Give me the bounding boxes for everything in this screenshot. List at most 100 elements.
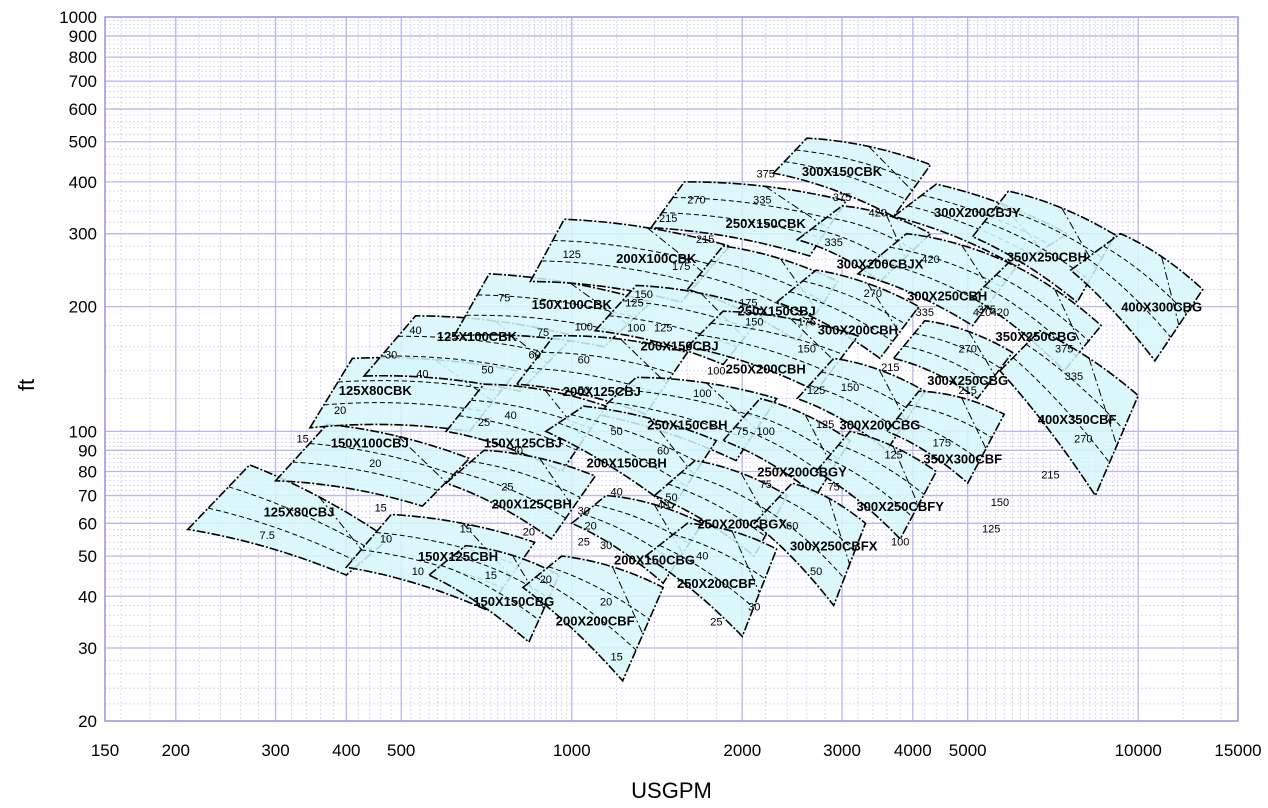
- impeller-size-label: 40: [696, 551, 708, 563]
- y-tick-label: 40: [78, 587, 97, 606]
- y-tick-label: 300: [69, 225, 97, 244]
- impeller-size-label: 10: [380, 533, 392, 545]
- region-outline: [892, 319, 1014, 400]
- impeller-curve: [659, 544, 754, 608]
- impeller-curve: [838, 444, 925, 495]
- impeller-size-label: 25: [710, 617, 722, 629]
- impeller-curve: [552, 239, 714, 266]
- region-outline: [775, 269, 921, 360]
- impeller-size-label: 15: [610, 651, 622, 663]
- model-label: 300X200CBH: [818, 323, 898, 338]
- y-tick-label: 80: [78, 463, 97, 482]
- impeller-curve: [673, 533, 766, 580]
- model-label: 350X250CBG: [996, 329, 1077, 344]
- impeller-size-label: 125: [654, 323, 672, 335]
- impeller-curve: [323, 402, 486, 412]
- impeller-curve: [381, 355, 538, 374]
- region-300x200cbh: [775, 269, 921, 360]
- efficiency-line: [790, 318, 838, 364]
- impeller-curve: [667, 483, 766, 537]
- region-200x100cbk: [528, 218, 732, 304]
- efficiency-line: [539, 457, 574, 508]
- impeller-size-label: 30: [511, 445, 523, 457]
- efficiency-line: [646, 227, 706, 275]
- region-outline: [444, 383, 608, 473]
- impeller-size-label: 20: [334, 405, 346, 417]
- impeller-curve: [441, 564, 540, 621]
- impeller-size-label: 50: [665, 492, 677, 504]
- impeller-size-label: 150: [635, 289, 653, 301]
- impeller-size-label: 40: [657, 500, 669, 512]
- impeller-size-label: 30: [600, 540, 612, 552]
- impeller-size-label: 125: [982, 524, 1000, 536]
- impeller-size-label: 375: [1055, 344, 1073, 356]
- impeller-curve: [582, 513, 677, 564]
- y-tick-label: 500: [69, 133, 97, 152]
- impeller-curve: [541, 260, 698, 285]
- impeller-size-label: 75: [498, 292, 510, 304]
- y-tick-label: 30: [78, 639, 97, 658]
- model-label: 300X200CBJX: [837, 257, 924, 272]
- efficiency-line: [620, 338, 667, 384]
- impeller-size-label: 10: [412, 566, 424, 578]
- impeller-size-label: 15: [460, 524, 472, 536]
- impeller-size-label: 50: [610, 426, 622, 438]
- y-axis-label: ft: [14, 379, 39, 391]
- impeller-size-label: 420: [973, 307, 991, 319]
- y-tick-label: 60: [78, 514, 97, 533]
- impeller-size-label: 375: [757, 168, 775, 180]
- model-label: 200X125CBH: [492, 496, 572, 511]
- impeller-size-label: 50: [810, 566, 822, 578]
- impeller-size-label: 30: [578, 506, 590, 518]
- impeller-curve: [699, 274, 811, 322]
- model-label: 150X100CBJ: [331, 436, 409, 451]
- impeller-size-label: 335: [753, 194, 771, 206]
- region-outline: [649, 181, 848, 257]
- region-outline: [644, 522, 778, 638]
- efficiency-line: [706, 382, 757, 430]
- region-outline: [273, 423, 471, 508]
- region-300x250cbfy: [814, 430, 938, 541]
- y-tick-label: 700: [69, 72, 97, 91]
- region-outline: [427, 544, 561, 644]
- x-tick-label: 400: [332, 741, 360, 760]
- model-label: 250X150CBH: [647, 417, 727, 432]
- region-350x250cbg: [971, 261, 1103, 373]
- y-tick-label: 800: [69, 48, 97, 67]
- impeller-size-label: 150: [841, 382, 859, 394]
- impeller-size-label: 50: [481, 364, 493, 376]
- x-tick-label: 150: [91, 741, 119, 760]
- region-outline: [521, 555, 665, 683]
- impeller-size-label: 125: [807, 385, 825, 397]
- impeller-size-label: 30: [748, 601, 760, 613]
- model-label: 200X100CBK: [616, 251, 697, 266]
- efficiency-line: [611, 566, 644, 635]
- x-tick-label: 2000: [723, 741, 761, 760]
- impeller-size-label: 335: [916, 307, 934, 319]
- region-250x150cbk: [649, 181, 848, 257]
- x-tick-label: 4000: [894, 741, 932, 760]
- impeller-curve: [548, 566, 650, 620]
- impeller-size-label: 20: [523, 527, 535, 539]
- region-200x125cbh: [444, 449, 597, 541]
- x-tick-label: 10000: [1115, 741, 1162, 760]
- impeller-size-label: 20: [369, 458, 381, 470]
- model-label: 150X100CBK: [532, 297, 613, 312]
- efficiency-line: [1161, 256, 1180, 326]
- model-label: 250X200CBGY: [757, 465, 847, 480]
- y-tick-label: 1000: [59, 8, 97, 27]
- impeller-curve: [907, 404, 993, 439]
- impeller-curve: [541, 351, 674, 374]
- impeller-size-label: 375: [977, 304, 995, 316]
- impeller-curve: [907, 205, 1034, 257]
- model-label: 300X200CBJY: [934, 205, 1021, 220]
- x-tick-label: 3000: [823, 741, 861, 760]
- impeller-size-label: 25: [478, 417, 490, 429]
- model-label: 350X250CBH: [1007, 250, 1087, 265]
- impeller-size-label: 215: [959, 385, 977, 397]
- impeller-size-label: 420: [991, 307, 1009, 319]
- impeller-size-label: 40: [416, 368, 428, 380]
- region-outline: [444, 449, 597, 541]
- impeller-size-label: 270: [687, 194, 705, 206]
